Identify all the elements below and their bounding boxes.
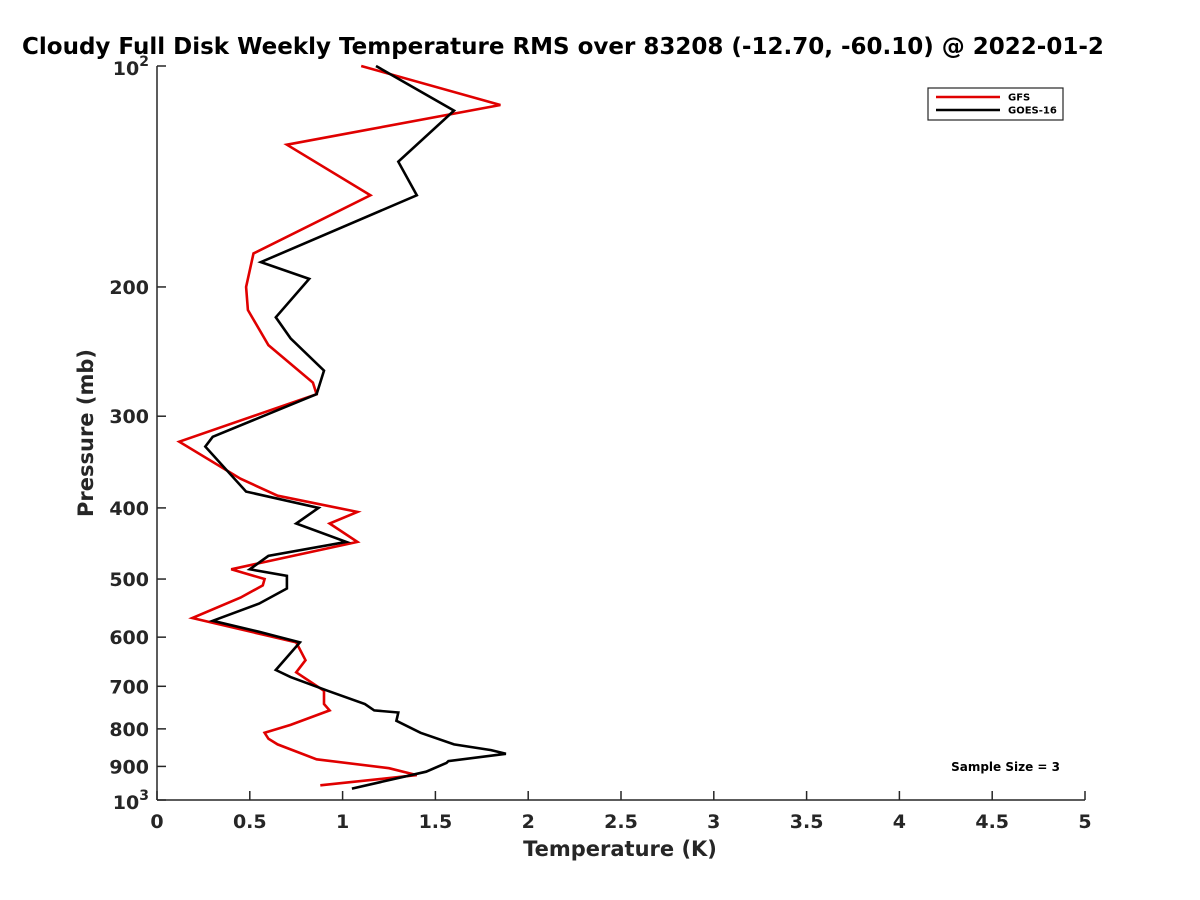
x-tick-label-2: 1 xyxy=(336,811,349,833)
y-tick-label-4: 500 xyxy=(109,569,149,591)
x-tick-label-1: 0.5 xyxy=(233,811,267,833)
x-tick-label-5: 2.5 xyxy=(604,811,638,833)
x-tick-label-10: 5 xyxy=(1078,811,1091,833)
sample-size-annotation: Sample Size = 3 xyxy=(951,760,1060,774)
y-tick-label-6: 700 xyxy=(109,676,149,698)
x-tick-label-8: 4 xyxy=(893,811,906,833)
series-line-goes-16 xyxy=(203,64,507,790)
y-tick-label-9: 103 xyxy=(113,788,149,814)
y-tick-label-3: 400 xyxy=(109,498,149,520)
x-tick-label-4: 2 xyxy=(522,811,535,833)
y-tick-label-1: 200 xyxy=(109,277,149,299)
x-axis-label: Temperature (K) xyxy=(523,837,717,861)
x-tick-label-6: 3 xyxy=(707,811,720,833)
series-line-gfs xyxy=(176,64,501,787)
y-tick-label-7: 800 xyxy=(109,719,149,741)
x-tick-label-7: 3.5 xyxy=(790,811,824,833)
y-tick-label-8: 900 xyxy=(109,756,149,778)
y-axis-label: Pressure (mb) xyxy=(74,349,98,517)
x-tick-label-0: 0 xyxy=(150,811,163,833)
y-tick-label-2: 300 xyxy=(109,406,149,428)
plot-area: 0 0.5 1 1.5 2 2.5 3 3.5 4 4.5 5 102 200 300 400 500 600 7… xyxy=(109,54,1091,833)
x-tick-label-3: 1.5 xyxy=(419,811,453,833)
legend-box xyxy=(927,87,1064,121)
legend-label-1: GOES-16 xyxy=(1008,106,1057,117)
y-tick-label-0: 102 xyxy=(113,54,149,80)
x-tick-label-9: 4.5 xyxy=(975,811,1009,833)
y-tick-label-5: 600 xyxy=(109,627,149,649)
legend-label-0: GFS xyxy=(1008,93,1030,104)
legend: GFS GOES-16 xyxy=(927,87,1064,121)
chart-title: Cloudy Full Disk Weekly Temperature RMS … xyxy=(22,34,1104,60)
